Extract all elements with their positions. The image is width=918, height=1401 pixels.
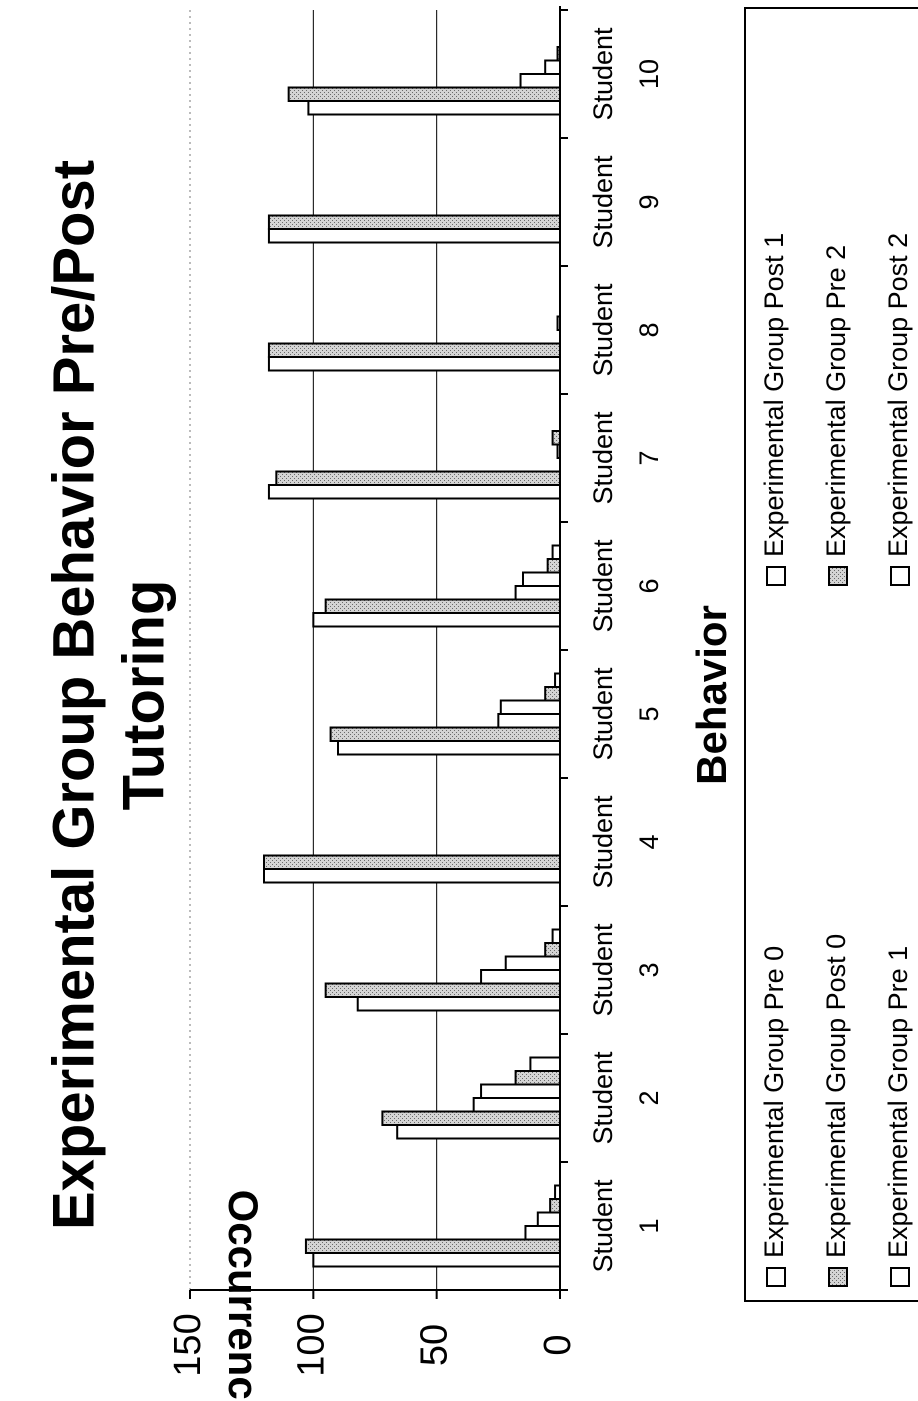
bar (546, 558, 562, 574)
bar (324, 982, 561, 998)
bar (522, 571, 561, 587)
bar (267, 214, 561, 230)
bar (263, 854, 561, 870)
bar (536, 1211, 561, 1227)
legend-label: Experimental Group Post 2 (883, 233, 913, 557)
bar (312, 1252, 562, 1268)
value-tick-label: 100 (290, 1313, 332, 1376)
bar (267, 342, 561, 358)
bar (544, 686, 562, 702)
category-number: 2 (634, 1090, 664, 1105)
category-label: Student (588, 1179, 618, 1273)
legend-label: Experimental Group Post 0 (821, 934, 851, 1258)
chart-title-line-2: Tutoring (111, 580, 176, 811)
bar (524, 1225, 562, 1241)
category-number: 7 (634, 450, 664, 465)
category-number: 3 (634, 962, 664, 977)
category-label: Student (588, 155, 618, 249)
legend-box (744, 7, 918, 1302)
bar (514, 585, 561, 601)
bar (275, 470, 561, 486)
value-tick-label: 50 (414, 1324, 456, 1366)
category-number: 1 (634, 1218, 664, 1233)
legend-label: Experimental Group Pre 0 (759, 946, 789, 1258)
category-label: Student (588, 667, 618, 761)
legend-label: Experimental Group Post 1 (759, 233, 789, 557)
category-label: Student (588, 539, 618, 633)
value-tick-label: 150 (167, 1313, 209, 1376)
bar (267, 228, 561, 244)
category-number: 6 (634, 578, 664, 593)
bar (324, 598, 561, 614)
bar (549, 1198, 562, 1214)
bar (499, 699, 561, 715)
bar (551, 430, 561, 446)
category-number: 5 (634, 706, 664, 721)
category-number: 9 (634, 194, 664, 209)
bar (287, 86, 561, 102)
legend-swatch (890, 566, 910, 586)
bar (263, 868, 561, 884)
bar (544, 942, 562, 958)
category-label: Student (588, 411, 618, 505)
bar (514, 1070, 561, 1086)
category-number: 10 (634, 59, 664, 89)
bar (337, 740, 561, 756)
bar (329, 726, 561, 742)
category-label: Student (588, 795, 618, 889)
bar (497, 713, 562, 729)
bar (312, 612, 562, 628)
category-label: Student (588, 1051, 618, 1145)
bar (381, 1110, 561, 1126)
x-axis-title: Behavior (688, 605, 735, 785)
legend-swatch (890, 1267, 910, 1287)
bar (551, 928, 561, 944)
bar (504, 955, 562, 971)
category-label: Student (588, 27, 618, 121)
bar (480, 1083, 562, 1099)
legend-swatch (828, 566, 848, 586)
bar (551, 544, 561, 560)
bar (472, 1097, 561, 1113)
y-axis-title: Occurrences (220, 1190, 267, 1401)
bar (529, 1056, 562, 1072)
bar (396, 1124, 562, 1140)
bar (304, 1238, 561, 1254)
category-number: 4 (634, 834, 664, 849)
bar (267, 356, 561, 372)
bar (544, 59, 562, 75)
category-label: Student (588, 923, 618, 1017)
legend-swatch (828, 1267, 848, 1287)
legend-swatch (766, 566, 786, 586)
category-number: 8 (634, 322, 664, 337)
bar (519, 73, 561, 89)
bar (480, 969, 562, 985)
category-label: Student (588, 283, 618, 377)
value-tick-label: 0 (537, 1334, 579, 1355)
chart-title: Experimental Group Behavior Pre/Post (41, 160, 106, 1230)
legend-label: Experimental Group Pre 2 (821, 245, 851, 557)
legend-label: Experimental Group Pre 1 (883, 946, 913, 1258)
bar (307, 100, 561, 116)
bar (267, 484, 561, 500)
bar (356, 996, 561, 1012)
legend-swatch (766, 1267, 786, 1287)
